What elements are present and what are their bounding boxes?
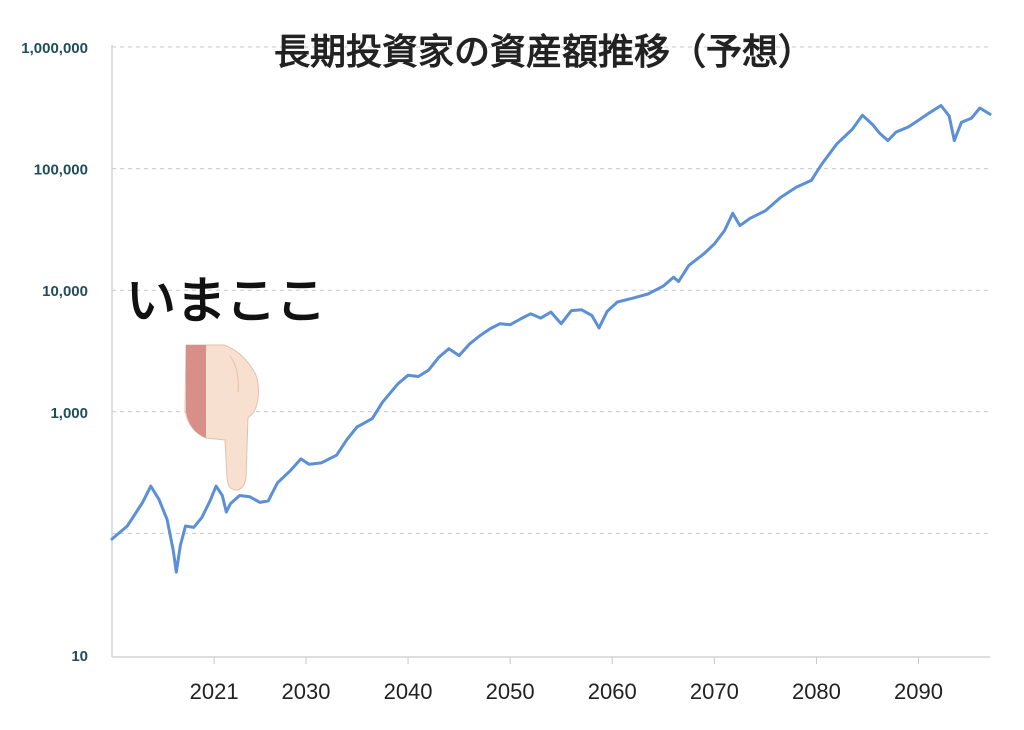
y-tick-label: 10,000 xyxy=(42,283,88,300)
x-tick-label: 2070 xyxy=(690,679,739,704)
series-line xyxy=(110,104,992,574)
x-tick-label: 2050 xyxy=(486,679,535,704)
y-tick-label: 1,000 xyxy=(50,405,88,422)
chart-title: 長期投資家の資産額推移（予想） xyxy=(274,32,814,73)
annotation-label: いまここ xyxy=(126,272,326,330)
x-tick-label: 2040 xyxy=(384,679,433,704)
x-axis-tickmarks xyxy=(213,657,920,664)
x-tick-label: 2030 xyxy=(282,679,331,704)
y-tick-label: 1,000,000 xyxy=(21,40,88,57)
x-tick-label: 2080 xyxy=(792,679,841,704)
y-tick-label: 100,000 xyxy=(34,162,88,179)
x-tick-label: 2090 xyxy=(894,679,943,704)
x-tick-label: 2060 xyxy=(588,679,637,704)
x-tick-label: 2021 xyxy=(190,679,239,704)
gridlines xyxy=(112,46,990,534)
pointing-hand-icon xyxy=(184,344,260,491)
x-axis-tick-labels: 2021 2030 2040 2050 2060 2070 2080 2090 xyxy=(190,679,943,704)
y-tick-label: 10 xyxy=(71,648,88,665)
y-axis-tick-labels: 10 1,000 10,000 100,000 1,000,000 xyxy=(21,40,88,665)
